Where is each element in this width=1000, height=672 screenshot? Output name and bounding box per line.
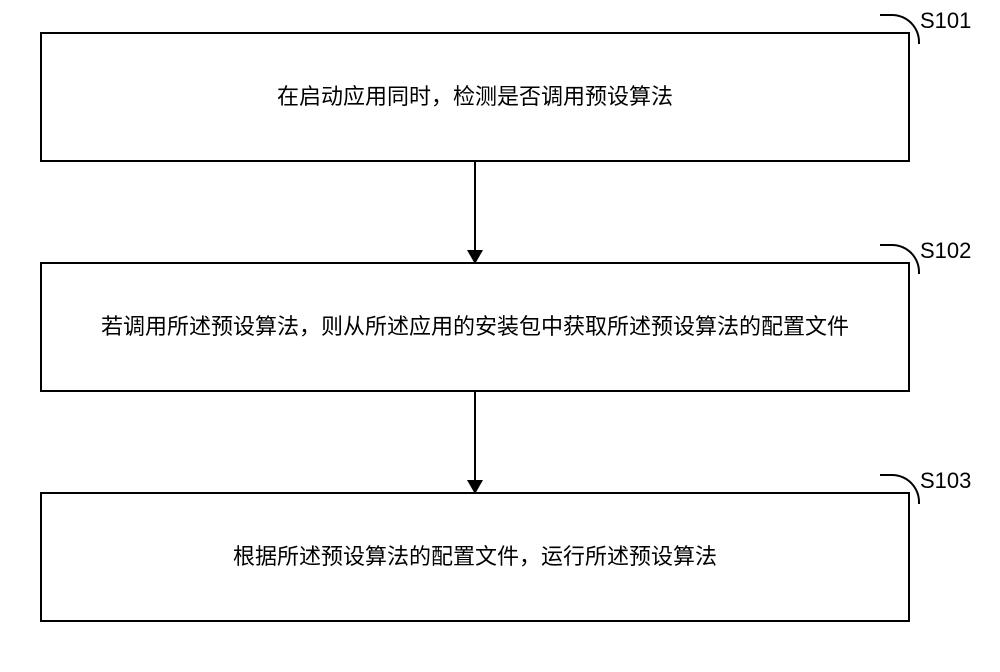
step-label-s103: S103 xyxy=(920,468,971,494)
flow-node-s101: 在启动应用同时，检测是否调用预设算法 xyxy=(40,32,910,162)
step-label-s102: S102 xyxy=(920,238,971,264)
arrow-line xyxy=(474,392,476,480)
flow-node-text: 若调用所述预设算法，则从所述应用的安装包中获取所述预设算法的配置文件 xyxy=(101,307,849,347)
flow-node-s102: 若调用所述预设算法，则从所述应用的安装包中获取所述预设算法的配置文件 xyxy=(40,262,910,392)
arrow-line xyxy=(474,162,476,250)
label-connector-icon xyxy=(880,244,920,274)
label-connector-icon xyxy=(880,474,920,504)
flow-node-text: 根据所述预设算法的配置文件，运行所述预设算法 xyxy=(233,537,717,577)
flow-node-text: 在启动应用同时，检测是否调用预设算法 xyxy=(277,77,673,117)
step-label-s101: S101 xyxy=(920,8,971,34)
label-connector-icon xyxy=(880,14,920,44)
flow-node-s103: 根据所述预设算法的配置文件，运行所述预设算法 xyxy=(40,492,910,622)
